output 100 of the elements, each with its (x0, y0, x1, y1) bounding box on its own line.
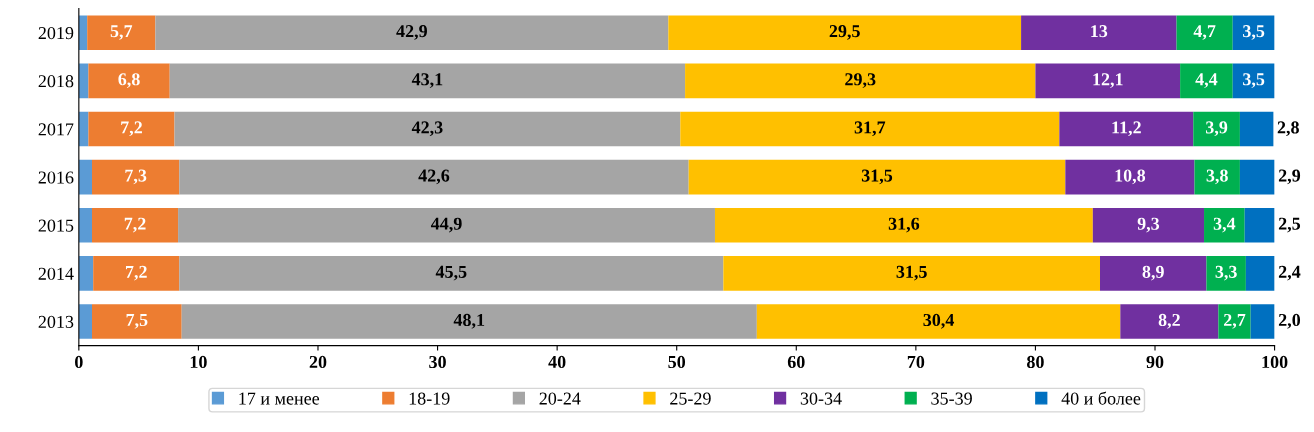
data-label: 31,5 (896, 265, 927, 281)
legend-label: 40 и более (1061, 391, 1141, 405)
bar (1176, 15, 1233, 51)
bar (91, 304, 182, 339)
bar (1193, 111, 1240, 147)
data-label: 7,2 (124, 217, 146, 233)
data-label: 31,5 (861, 169, 893, 185)
y-tick-label: 2014 (38, 267, 74, 280)
y-tick-label: 2017 (38, 123, 74, 136)
legend-label: 18-19 (409, 392, 450, 405)
data-label: 2,9 (1278, 169, 1301, 185)
bar (78, 159, 92, 195)
data-label: 44,9 (430, 217, 462, 233)
data-label: 2,0 (1278, 313, 1301, 329)
y-tick-label: 2013 (38, 315, 74, 328)
bar (1239, 159, 1275, 195)
data-label: 7,2 (125, 265, 147, 281)
bar (181, 304, 757, 339)
bar (1120, 304, 1219, 339)
bar (1035, 63, 1181, 99)
data-label: 4,7 (1193, 25, 1216, 40)
bar (1021, 15, 1177, 51)
y-tick-label: 2018 (38, 75, 74, 88)
bar (78, 256, 94, 291)
data-label: 10,8 (1115, 169, 1146, 185)
bar (756, 304, 1121, 339)
bar (78, 15, 88, 51)
data-label: 30,4 (923, 313, 955, 329)
bar (91, 159, 180, 195)
bar (78, 63, 89, 99)
x-tick-label: 20 (309, 355, 327, 369)
bar (93, 256, 180, 291)
bar (1206, 256, 1246, 291)
x-tick-label: 10 (190, 355, 207, 369)
bar (169, 63, 686, 99)
x-tick-label: 90 (1146, 355, 1164, 369)
data-label: 7,2 (121, 121, 142, 137)
data-label: 45,5 (435, 265, 467, 281)
bar (88, 63, 170, 99)
data-label: 48,1 (453, 313, 485, 329)
x-tick-label: 70 (907, 355, 925, 369)
x-tick-label: 50 (668, 355, 686, 369)
bar (1204, 207, 1245, 243)
data-label: 8,9 (1142, 265, 1164, 281)
y-tick-label: 2019 (38, 26, 74, 40)
bar (1059, 111, 1194, 147)
data-label: 6,8 (118, 73, 140, 88)
data-label: 2,7 (1224, 313, 1246, 329)
legend-label: 30-34 (800, 392, 842, 405)
x-tick-label: 80 (1027, 355, 1044, 369)
x-tick-label: 40 (548, 355, 566, 369)
bar (91, 207, 179, 243)
legend-label: 17 и менее (239, 392, 320, 405)
data-label: 2,8 (1277, 121, 1299, 137)
data-label: 12,1 (1093, 73, 1123, 88)
bar (179, 159, 689, 195)
data-label: 2,4 (1278, 265, 1301, 281)
data-label: 3,9 (1205, 121, 1228, 137)
data-label: 3,5 (1243, 73, 1265, 88)
bar (174, 111, 681, 147)
data-label: 7,5 (126, 314, 148, 329)
bar (155, 15, 669, 51)
bar (1065, 159, 1195, 195)
x-tick-label: 60 (787, 355, 805, 369)
data-label: 5,7 (110, 25, 133, 40)
bar (88, 111, 175, 147)
legend-label: 25-29 (670, 392, 711, 405)
data-label: 42,3 (411, 121, 443, 137)
bar (1218, 304, 1251, 339)
x-tick-label: 30 (429, 355, 446, 369)
data-label: 3,5 (1243, 25, 1265, 40)
legend-label: 35-39 (931, 392, 972, 405)
data-label: 3,4 (1213, 217, 1236, 233)
bar (1245, 256, 1275, 291)
data-label: 31,7 (854, 121, 886, 137)
data-label: 13 (1091, 25, 1108, 38)
bar (1092, 207, 1205, 243)
bar (668, 15, 1022, 51)
data-label: 7,3 (125, 169, 147, 185)
data-label: 29,5 (829, 25, 860, 40)
data-label: 4,4 (1195, 73, 1218, 88)
bar (78, 207, 92, 243)
bar (688, 159, 1066, 195)
data-label: 9,3 (1137, 217, 1160, 233)
x-tick-label: 100 (1262, 355, 1288, 369)
bar (685, 63, 1036, 99)
bar (714, 207, 1093, 243)
bar (723, 256, 1100, 291)
bar (1250, 304, 1275, 339)
bar (78, 304, 92, 339)
bar (1244, 207, 1275, 243)
bar (178, 207, 715, 243)
y-tick-label: 2015 (38, 219, 74, 232)
y-tick-label: 2016 (38, 171, 74, 184)
data-label: 42,6 (418, 169, 450, 185)
x-tick-label: 0 (75, 355, 83, 369)
data-label: 42,9 (396, 25, 427, 40)
bar (1100, 256, 1207, 291)
bar (680, 111, 1060, 147)
data-label: 3,3 (1215, 265, 1237, 281)
